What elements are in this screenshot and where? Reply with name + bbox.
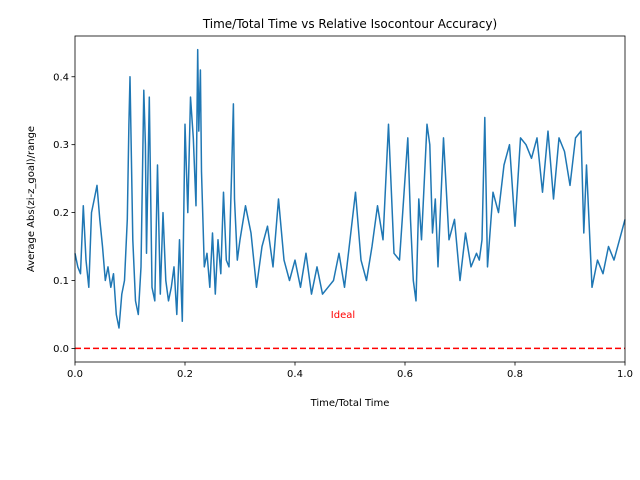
- y-axis-ticks: 0.0 0.1 0.2 0.3 0.4: [53, 72, 75, 355]
- series-layer: [74, 48, 626, 350]
- accuracy-series-line: [74, 48, 626, 329]
- x-tick-label: 0.8: [507, 369, 523, 380]
- y-tick-label: 0.4: [53, 72, 69, 83]
- annotation-label: Ideal: [331, 310, 355, 321]
- x-tick-label: 1.0: [617, 369, 633, 380]
- y-axis-label: Average Abs(zi-z_goal)/range: [26, 126, 37, 272]
- x-tick-label: 0.2: [177, 369, 193, 380]
- x-tick-label: 0.0: [67, 369, 83, 380]
- plot-background: [75, 36, 625, 362]
- y-tick-label: 0.3: [53, 140, 69, 151]
- y-tick-label: 0.0: [53, 344, 69, 355]
- plot-area: Ideal: [74, 35, 626, 363]
- x-tick-label: 0.4: [287, 369, 303, 380]
- y-tick-label: 0.2: [53, 208, 69, 219]
- plot-frame: [74, 35, 626, 363]
- x-axis-label: Time/Total Time: [310, 398, 390, 409]
- y-tick-label: 0.1: [53, 276, 69, 287]
- annotation-layer: Ideal: [331, 310, 355, 321]
- x-axis-ticks: 0.0 0.2 0.4 0.6 0.8 1.0: [67, 362, 633, 380]
- chart-title: Time/Total Time vs Relative Isocontour A…: [202, 17, 497, 31]
- x-tick-label: 0.6: [397, 369, 413, 380]
